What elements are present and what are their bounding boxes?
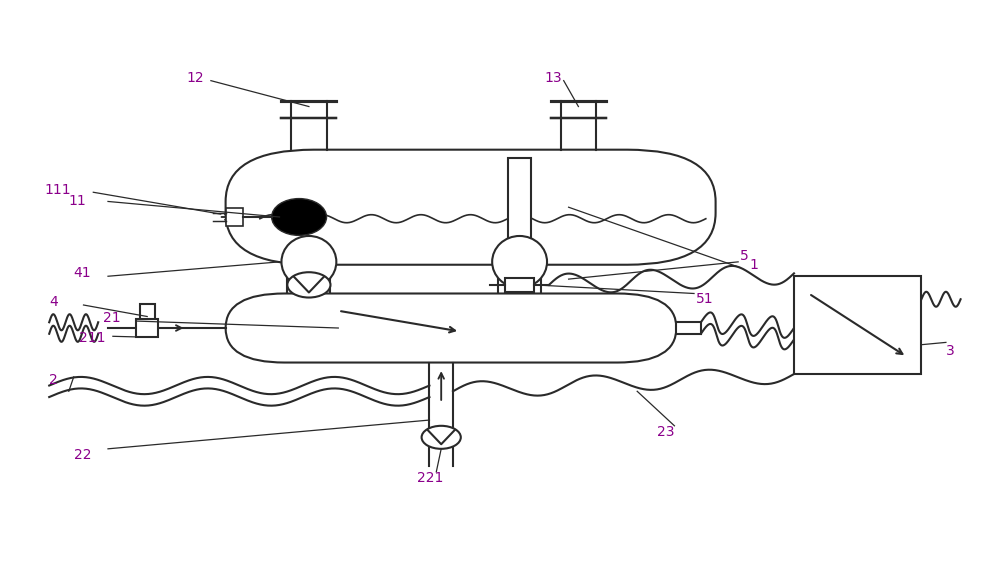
Bar: [226, 208, 243, 225]
Text: 12: 12: [186, 71, 204, 85]
Text: 11: 11: [69, 194, 87, 208]
Text: 51: 51: [696, 292, 714, 306]
Bar: [676, 322, 701, 335]
Text: 4: 4: [49, 295, 58, 309]
Text: 111: 111: [44, 183, 71, 197]
Ellipse shape: [492, 236, 547, 288]
Text: 221: 221: [417, 471, 443, 485]
Bar: [505, 278, 534, 292]
Ellipse shape: [272, 198, 327, 235]
Text: 21: 21: [103, 311, 121, 325]
Bar: [794, 276, 921, 374]
Ellipse shape: [422, 426, 461, 449]
Text: 5: 5: [740, 249, 749, 263]
Text: 3: 3: [946, 344, 955, 358]
Text: 211: 211: [79, 332, 105, 345]
Text: 22: 22: [74, 447, 91, 461]
Bar: [136, 319, 158, 337]
Bar: [140, 305, 155, 319]
FancyBboxPatch shape: [226, 150, 716, 265]
Ellipse shape: [287, 272, 330, 298]
Bar: [508, 158, 531, 256]
Text: 41: 41: [74, 266, 91, 281]
Ellipse shape: [281, 236, 336, 288]
Text: 13: 13: [544, 71, 562, 85]
Text: 23: 23: [657, 424, 674, 438]
Text: 1: 1: [750, 258, 759, 272]
FancyBboxPatch shape: [226, 294, 676, 363]
Text: 2: 2: [49, 373, 58, 387]
